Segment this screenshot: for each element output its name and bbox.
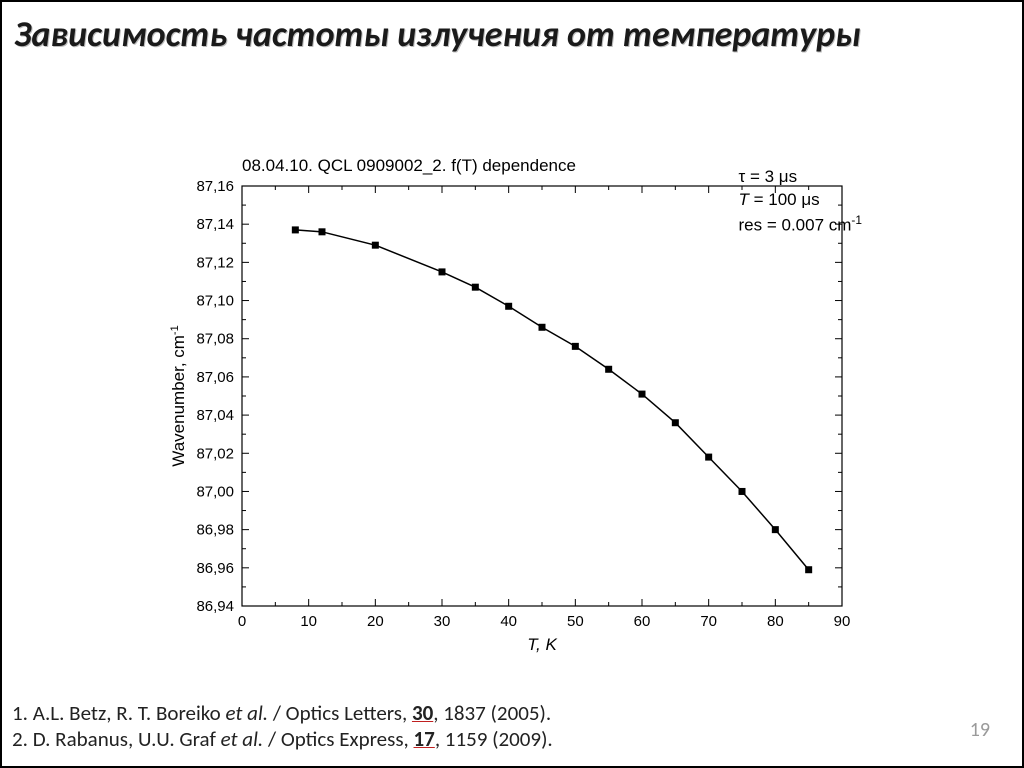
svg-text:87,14: 87,14 <box>196 216 234 233</box>
ref2-em: et al. <box>221 726 264 752</box>
annot-res-val: = 0.007 cm <box>767 216 852 235</box>
svg-text:60: 60 <box>634 613 651 630</box>
svg-text:80: 80 <box>767 613 784 630</box>
svg-text:87,02: 87,02 <box>196 445 234 462</box>
svg-text:90: 90 <box>834 613 851 630</box>
svg-text:50: 50 <box>567 613 584 630</box>
svg-text:86,94: 86,94 <box>196 598 234 615</box>
svg-text:87,08: 87,08 <box>196 331 234 348</box>
svg-text:86,98: 86,98 <box>196 522 234 539</box>
ref1-post: , 1837 (2005). <box>433 700 551 726</box>
svg-text:10: 10 <box>300 613 317 630</box>
reference-2: 2. D. Rabanus, U.U. Graf et al. / Optics… <box>12 726 922 752</box>
ref2-post: , 1159 (2009). <box>435 726 553 752</box>
svg-text:87,16: 87,16 <box>196 178 234 195</box>
annot-res: res = 0.007 cm-1 <box>739 212 863 238</box>
svg-text:40: 40 <box>500 613 517 630</box>
ref2-pre: 2. D. Rabanus, U.U. Graf <box>12 726 221 752</box>
svg-text:86,96: 86,96 <box>196 560 234 577</box>
svg-text:30: 30 <box>434 613 451 630</box>
ref1-vol: 30 <box>412 700 433 726</box>
references: 1. A.L. Betz, R. T. Boreiko et al. / Opt… <box>12 700 922 753</box>
svg-text:70: 70 <box>700 613 717 630</box>
svg-text:T, K: T, K <box>527 635 557 654</box>
svg-text:87,12: 87,12 <box>196 254 234 271</box>
page-number: 19 <box>970 718 990 742</box>
ref1-pre: 1. A.L. Betz, R. T. Boreiko <box>12 700 225 726</box>
ref1-em: et al. <box>225 700 268 726</box>
annot-res-sup: -1 <box>851 213 862 227</box>
ref1-mid: / Optics Letters, <box>268 700 412 726</box>
svg-text:87,04: 87,04 <box>196 407 234 424</box>
slide-title: Зависимость частоты излучения от темпера… <box>14 14 942 55</box>
chart-container: 08.04.10. QCL 0909002_2. f(T) dependence… <box>152 152 912 662</box>
annot-tau-val: = 3 μs <box>750 167 797 186</box>
svg-text:0: 0 <box>238 613 246 630</box>
annot-T: T = 100 μs <box>739 189 863 212</box>
reference-1: 1. A.L. Betz, R. T. Boreiko et al. / Opt… <box>12 700 922 726</box>
ref2-mid: / Optics Express, <box>263 726 413 752</box>
svg-text:Wavenumber, cm-1: Wavenumber, cm-1 <box>169 325 188 466</box>
svg-text:87,00: 87,00 <box>196 483 234 500</box>
svg-text:20: 20 <box>367 613 384 630</box>
annot-T-val: = 100 μs <box>754 190 820 209</box>
svg-text:87,06: 87,06 <box>196 369 234 386</box>
annot-tau: τ = 3 μs <box>739 166 863 189</box>
svg-text:87,10: 87,10 <box>196 293 234 310</box>
chart-title: 08.04.10. QCL 0909002_2. f(T) dependence <box>242 156 576 176</box>
chart-annotation: τ = 3 μs T = 100 μs res = 0.007 cm-1 <box>739 166 863 237</box>
ref2-vol: 17 <box>414 726 435 752</box>
slide-frame: Зависимость частоты излучения от темпера… <box>0 0 1024 768</box>
